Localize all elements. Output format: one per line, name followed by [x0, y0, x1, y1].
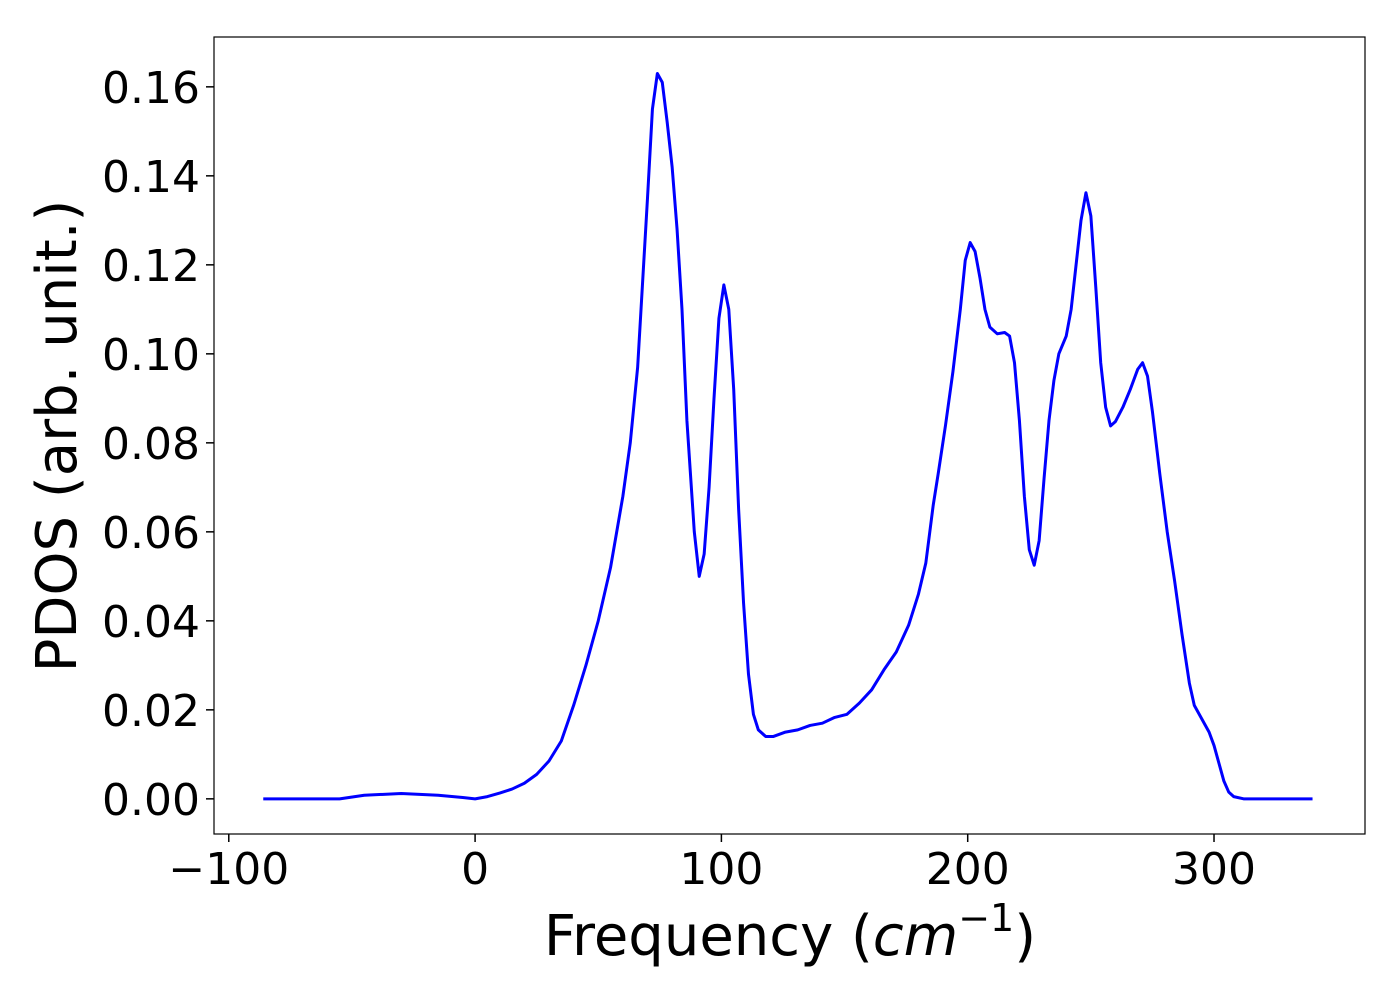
y-axis-label: PDOS (arb. unit.) — [25, 200, 90, 673]
y-tick-label: 0.02 — [102, 686, 200, 737]
y-tick-label: 0.00 — [102, 775, 200, 826]
x-tick-label: 300 — [1172, 844, 1256, 895]
x-label-unit: cm — [873, 904, 958, 969]
x-axis-label: Frequency (cm−1) — [544, 896, 1036, 969]
x-tick-label: −100 — [168, 844, 289, 895]
y-tick-label: 0.06 — [102, 508, 200, 559]
x-tick-label: 0 — [461, 844, 489, 895]
x-tick-label: 200 — [926, 844, 1010, 895]
y-tick-label: 0.04 — [102, 597, 200, 648]
data-line — [263, 71, 1313, 801]
y-tick-label: 0.16 — [102, 63, 200, 114]
y-tick-label: 0.08 — [102, 419, 200, 470]
x-tick-label: 100 — [679, 844, 763, 895]
plot-frame — [213, 36, 1366, 835]
x-label-part: Frequency ( — [544, 904, 873, 969]
y-tick-label: 0.12 — [102, 241, 200, 292]
x-label-exponent: −1 — [958, 896, 1014, 940]
y-tick-label: 0.10 — [102, 330, 200, 381]
y-tick-label: 0.14 — [102, 152, 200, 203]
x-label-part: ) — [1014, 904, 1036, 969]
